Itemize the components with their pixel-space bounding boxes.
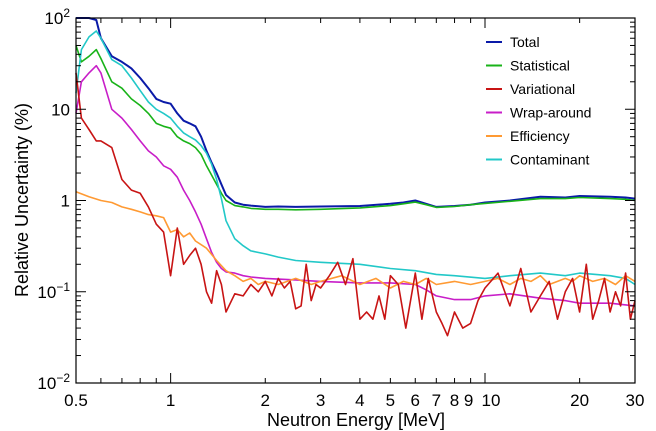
y-tick-label: 102: [44, 6, 70, 28]
series-line-statistical: [75, 45, 636, 211]
series-line-variational: [75, 72, 636, 337]
series-line-contaminant: [75, 30, 636, 286]
x-tick-labels: 0.5 1 2 3 4 5 6 7 8 9 10 20 30: [64, 391, 644, 410]
x-tick-label: 10: [482, 391, 501, 410]
x-tick-label: 7: [432, 391, 441, 410]
axis-ticks: [76, 18, 636, 384]
y-tick-label: 1: [61, 192, 70, 211]
x-tick-label: 6: [411, 391, 420, 410]
y-tick-label: 10−2: [37, 371, 70, 393]
y-tick-label: 10: [51, 100, 70, 119]
x-tick-label: 20: [570, 391, 589, 410]
legend-label: Variational: [510, 81, 575, 97]
series-line-wrap-around: [75, 64, 636, 307]
legend-label: Contaminant: [510, 152, 589, 168]
y-axis-label: Relative Uncertainty (%): [12, 103, 32, 297]
x-tick-label: 9: [464, 391, 473, 410]
series-line-efficiency: [75, 190, 636, 289]
legend-label: Wrap-around: [510, 105, 591, 121]
legend: Total Statistical Variational Wrap-around Ef…: [486, 34, 591, 168]
x-tick-label: 0.5: [64, 391, 88, 410]
x-tick-label: 30: [626, 391, 645, 410]
legend-label: Efficiency: [510, 128, 570, 144]
x-tick-label: 4: [355, 391, 364, 410]
x-tick-label: 5: [386, 391, 395, 410]
x-tick-label: 2: [261, 391, 270, 410]
x-tick-label: 3: [316, 391, 325, 410]
y-tick-label: 10−1: [37, 280, 70, 302]
legend-label: Total: [510, 34, 540, 50]
x-axis-label: Neutron Energy [MeV]: [267, 410, 445, 430]
x-tick-label: 1: [166, 391, 175, 410]
y-tick-labels: 10−2 10−1 1 10 102: [37, 6, 70, 393]
legend-label: Statistical: [510, 58, 570, 74]
series-lines: [75, 17, 636, 337]
x-tick-label: 8: [450, 391, 459, 410]
